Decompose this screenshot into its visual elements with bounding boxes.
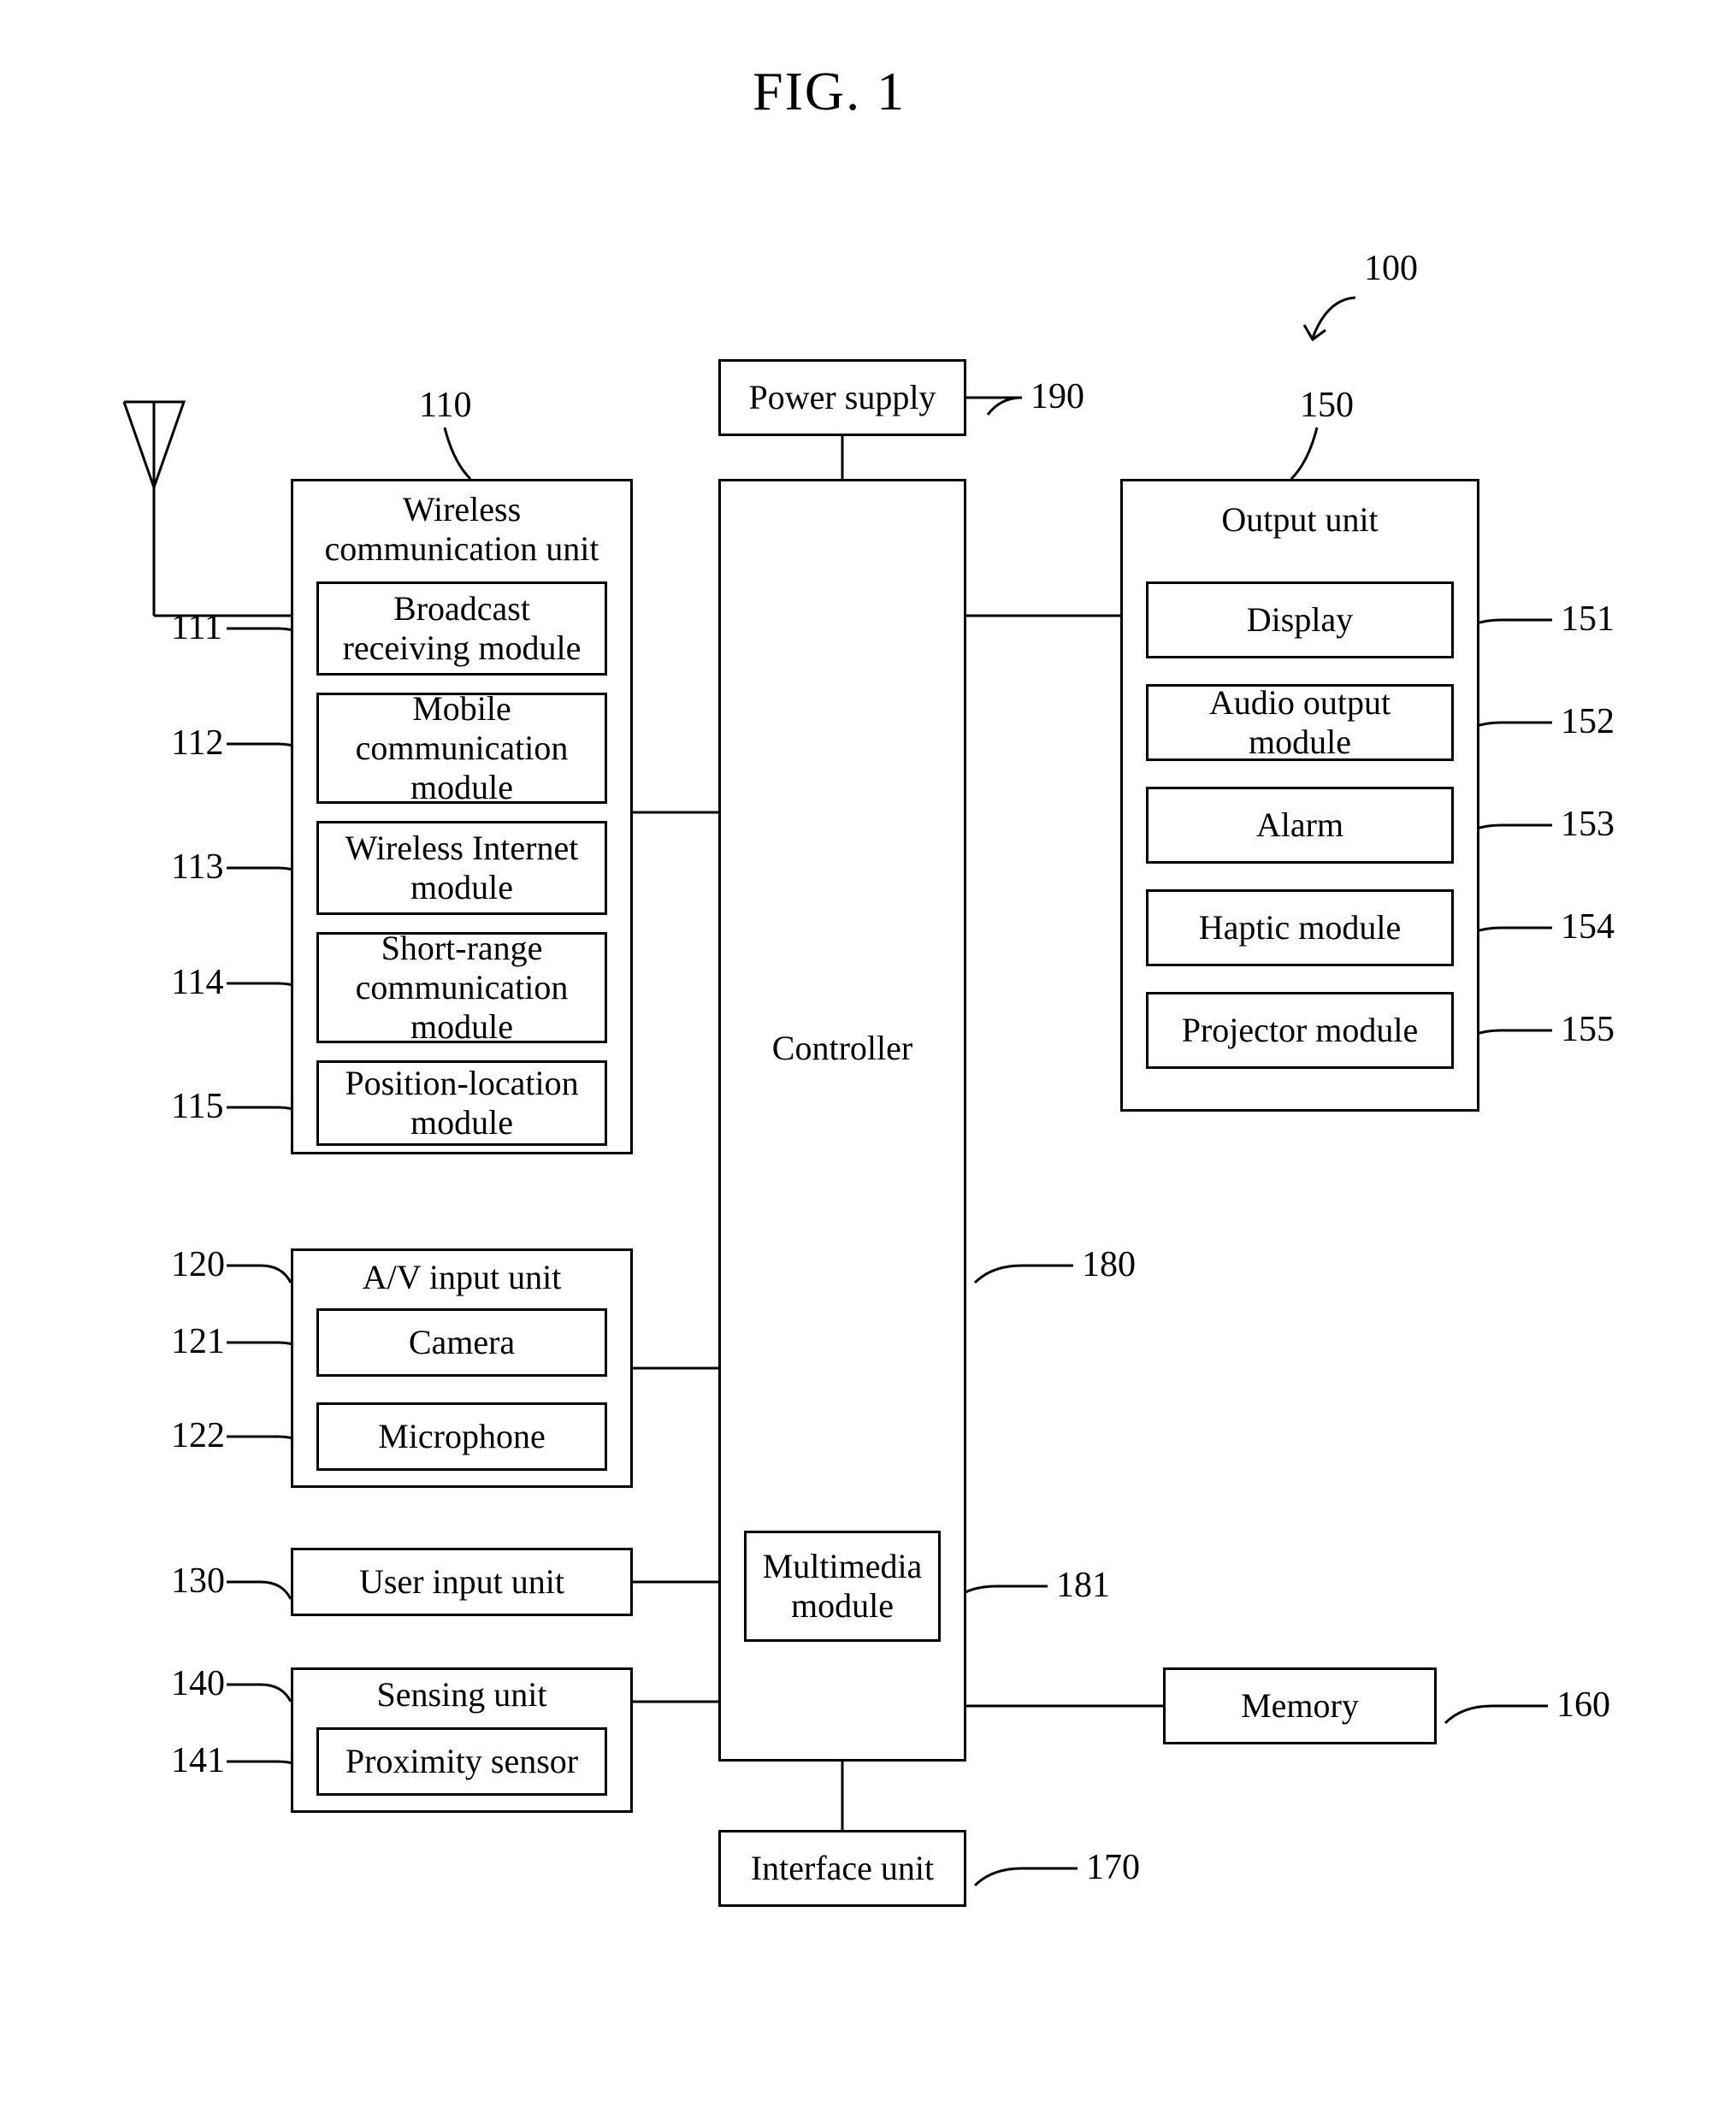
wireless-internet-block: Wireless Internet module [316, 821, 607, 915]
position-block: Position-location module [316, 1060, 607, 1146]
microphone-block: Microphone [316, 1402, 607, 1471]
ref-wireless-unit: 110 [419, 385, 471, 426]
ref-microphone: 122 [171, 1415, 225, 1456]
broadcast-block: Broadcast receiving module [316, 581, 607, 676]
ref-output-unit: 150 [1300, 385, 1354, 426]
ref-short-range: 114 [171, 962, 223, 1003]
ref-audio-out: 152 [1561, 701, 1615, 742]
ref-broadcast: 111 [171, 607, 222, 648]
short-range-block: Short-range communication module [316, 932, 607, 1043]
ref-projector: 155 [1561, 1009, 1615, 1050]
ref-display: 151 [1561, 599, 1615, 640]
sensing-label: Sensing unit [293, 1675, 630, 1714]
user-input-block: User input unit [291, 1548, 633, 1616]
ref-alarm: 153 [1561, 804, 1615, 845]
wireless-unit-block: Wireless communication unit [291, 479, 633, 1154]
wireless-unit-label: Wireless communication unit [293, 490, 630, 569]
audio-out-block: Audio output module [1146, 684, 1454, 761]
ref-wireless-internet: 113 [171, 847, 223, 888]
ref-mobile-comm: 112 [171, 723, 223, 764]
ref-av-input: 120 [171, 1244, 225, 1285]
power-supply-block: Power supply [718, 359, 966, 436]
figure-title: FIG. 1 [753, 60, 906, 123]
ref-haptic: 154 [1561, 906, 1615, 947]
display-block: Display [1146, 581, 1454, 658]
ref-multimedia: 181 [1056, 1565, 1110, 1606]
ref-memory: 160 [1556, 1685, 1610, 1726]
ref-proximity: 141 [171, 1740, 225, 1781]
haptic-block: Haptic module [1146, 889, 1454, 966]
ref-user-input: 130 [171, 1561, 225, 1602]
camera-block: Camera [316, 1308, 607, 1377]
ref-camera: 121 [171, 1321, 225, 1362]
ref-interface: 170 [1086, 1847, 1140, 1888]
ref-overall: 100 [1364, 248, 1418, 289]
av-input-label: A/V input unit [293, 1258, 630, 1297]
ref-position: 115 [171, 1086, 223, 1127]
projector-block: Projector module [1146, 992, 1454, 1069]
output-unit-label: Output unit [1123, 500, 1477, 540]
mobile-comm-block: Mobile communication module [316, 693, 607, 804]
alarm-block: Alarm [1146, 787, 1454, 864]
ref-power: 190 [1030, 376, 1084, 417]
memory-block: Memory [1163, 1667, 1437, 1744]
multimedia-block: Multimedia module [744, 1531, 941, 1642]
proximity-block: Proximity sensor [316, 1727, 607, 1796]
interface-block: Interface unit [718, 1830, 966, 1907]
controller-label: Controller [721, 1029, 964, 1068]
ref-controller: 180 [1082, 1244, 1136, 1285]
ref-sensing: 140 [171, 1663, 225, 1704]
diagram-canvas: FIG. 1 [0, 0, 1736, 2101]
